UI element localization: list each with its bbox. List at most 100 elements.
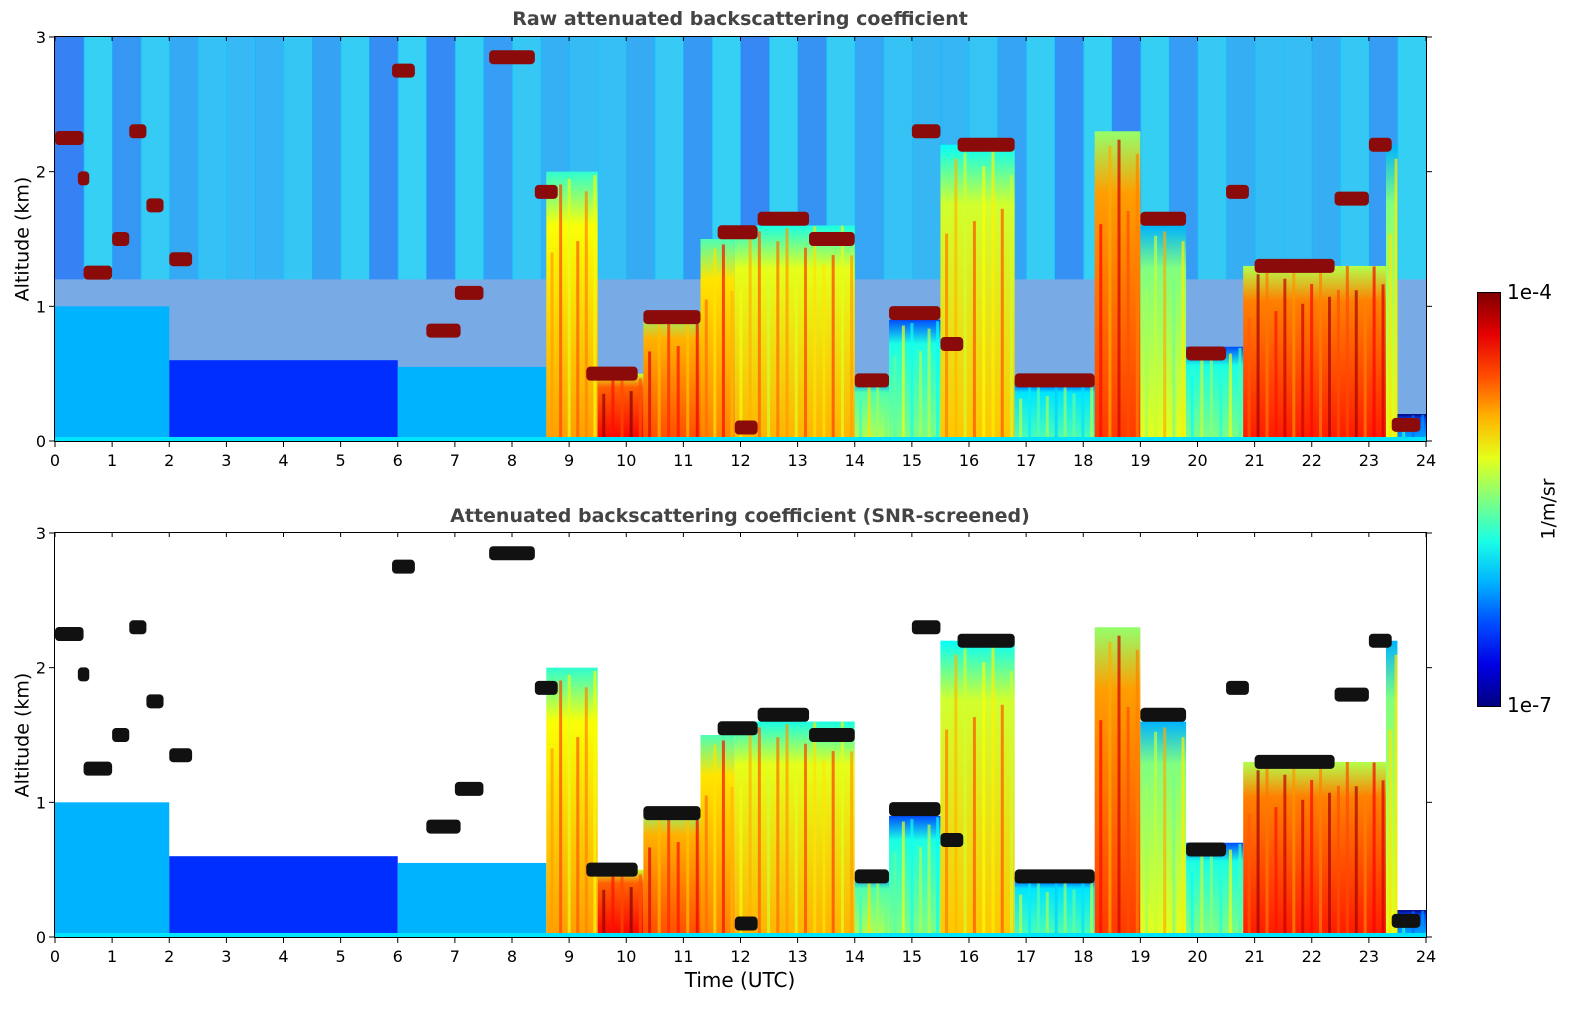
cloud-top [854,373,890,388]
boundary-layer [169,360,398,441]
column-streak [1181,241,1185,441]
column-streak [721,244,725,441]
column-streak [611,376,615,441]
column-streak [1345,265,1349,441]
y-tick-label: 3 [36,28,46,47]
column-streak [1108,641,1112,937]
column-streak [1117,139,1121,441]
column-streak [1372,762,1376,937]
x-tick-label: 8 [507,451,517,470]
column-streak [794,768,798,937]
noise-stripe [140,37,171,280]
noise-stripe [83,37,114,280]
column-streak [748,731,752,937]
column-streak [1072,393,1076,441]
noise-stripe [426,37,456,280]
cloud-top [169,748,193,763]
noise-stripe [454,37,485,280]
column-streak [1181,737,1185,937]
cloud-top [940,337,964,352]
column-streak [1228,353,1232,441]
column-streak [721,740,725,937]
colorbar-max-label: 1e-4 [1507,280,1552,304]
column-streak [1045,892,1049,937]
column-streak [982,166,986,441]
cloud-top [1140,211,1187,226]
x-tick-label: 22 [1302,947,1322,966]
column-streak [1063,877,1067,937]
column-streak [1219,867,1223,937]
column-streak [1099,224,1103,441]
cloud-top [55,131,84,145]
cloud-top [1186,842,1227,857]
x-tick-label: 17 [1016,947,1036,966]
boundary-layer [55,802,170,937]
column-streak [1135,649,1139,937]
column-streak [776,737,780,937]
column-streak [776,241,780,441]
column-streak [1265,270,1269,441]
y-tick-label: 2 [36,163,46,182]
column-streak [1381,780,1385,937]
column-streak [667,316,671,441]
y-tick-label: 1 [36,793,46,812]
column-streak [963,648,967,937]
column-streak [1319,762,1323,937]
x-tick-label: 9 [564,451,574,470]
column-streak [559,184,563,441]
column-streak [757,231,761,441]
column-streak [1154,731,1158,937]
column-streak [1081,882,1085,937]
cloud-top [1140,707,1187,722]
column-streak [602,393,606,441]
column-streak [936,817,940,937]
column-streak [1108,145,1112,441]
column-streak [638,874,642,937]
column-streak [982,662,986,937]
panel2-title: Attenuated backscattering coefficient (S… [450,505,1030,527]
cloud-top [534,184,558,199]
column-streak [1274,807,1278,937]
x-tick-label: 8 [507,947,517,966]
aerosol-column [889,319,941,441]
column-streak [1310,283,1314,441]
column-streak [648,847,652,937]
x-tick-label: 13 [787,947,807,966]
column-streak [1292,268,1296,441]
x-tick-label: 9 [564,947,574,966]
noise-stripe [883,37,913,280]
cloud-top [957,137,1015,152]
column-streak [876,878,880,937]
cloud-top [129,620,147,635]
x-tick-label: 23 [1359,451,1379,470]
column-streak [1045,396,1049,441]
x-tick-label: 21 [1244,451,1264,470]
column-streak [730,291,734,441]
panel2-plot[interactable] [54,532,1427,938]
column-streak [1238,843,1242,937]
noise-stripe [1197,37,1228,280]
column-streak [686,818,690,937]
column-streak [936,321,940,441]
colorbar-unit-label: 1/m/sr [1537,478,1560,540]
panel1-plot[interactable] [54,36,1427,442]
noise-stripe [169,37,199,280]
column-streak [713,744,717,937]
column-streak [1200,847,1204,937]
aerosol-column [1186,842,1244,937]
panel2-heatmap [55,546,1426,937]
column-streak [1000,704,1004,937]
x-tick-label: 19 [1130,451,1150,470]
noise-stripe [1283,37,1313,280]
surface-band [55,933,1426,937]
column-streak [1036,382,1040,441]
cloud-top [1391,913,1421,928]
column-streak [686,322,690,441]
column-streak [593,670,597,937]
cloud-top [809,232,855,246]
column-streak [1081,386,1085,441]
column-streak [1126,211,1130,441]
column-streak [1363,792,1367,937]
column-streak [954,654,958,937]
column-streak [803,247,807,441]
